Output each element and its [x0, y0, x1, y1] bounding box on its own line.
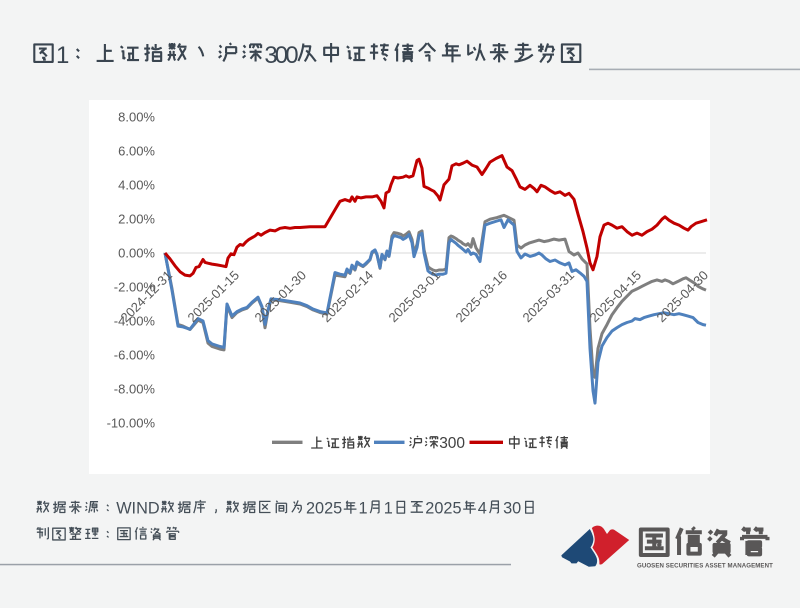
svg-text:0: 0 [275, 42, 288, 69]
svg-text:2.00%: 2.00% [118, 212, 155, 227]
svg-text:1: 1 [384, 500, 393, 518]
svg-text:2025: 2025 [306, 500, 342, 518]
svg-text:30: 30 [503, 500, 521, 518]
svg-text:-10.00%: -10.00% [107, 416, 156, 431]
svg-text:8.00%: 8.00% [118, 110, 155, 125]
svg-text:WIND: WIND [116, 500, 159, 518]
svg-text:-4.00%: -4.00% [114, 314, 156, 329]
svg-text:1: 1 [359, 500, 368, 518]
svg-text:2025: 2025 [425, 500, 461, 518]
svg-text:4.00%: 4.00% [118, 178, 155, 193]
svg-text:-2.00%: -2.00% [114, 280, 156, 295]
svg-text:3: 3 [264, 42, 277, 69]
svg-text:300: 300 [439, 435, 465, 452]
svg-text:GUOSEN SECURITIES ASSET MANAGE: GUOSEN SECURITIES ASSET MANAGEMENT [637, 563, 773, 570]
svg-text:0: 0 [285, 42, 298, 69]
svg-text:4: 4 [478, 500, 487, 518]
svg-text:-6.00%: -6.00% [114, 348, 156, 363]
svg-text:-8.00%: -8.00% [114, 382, 156, 397]
svg-text:6.00%: 6.00% [118, 144, 155, 159]
svg-text:0.00%: 0.00% [118, 246, 155, 261]
svg-text:1: 1 [56, 42, 69, 69]
